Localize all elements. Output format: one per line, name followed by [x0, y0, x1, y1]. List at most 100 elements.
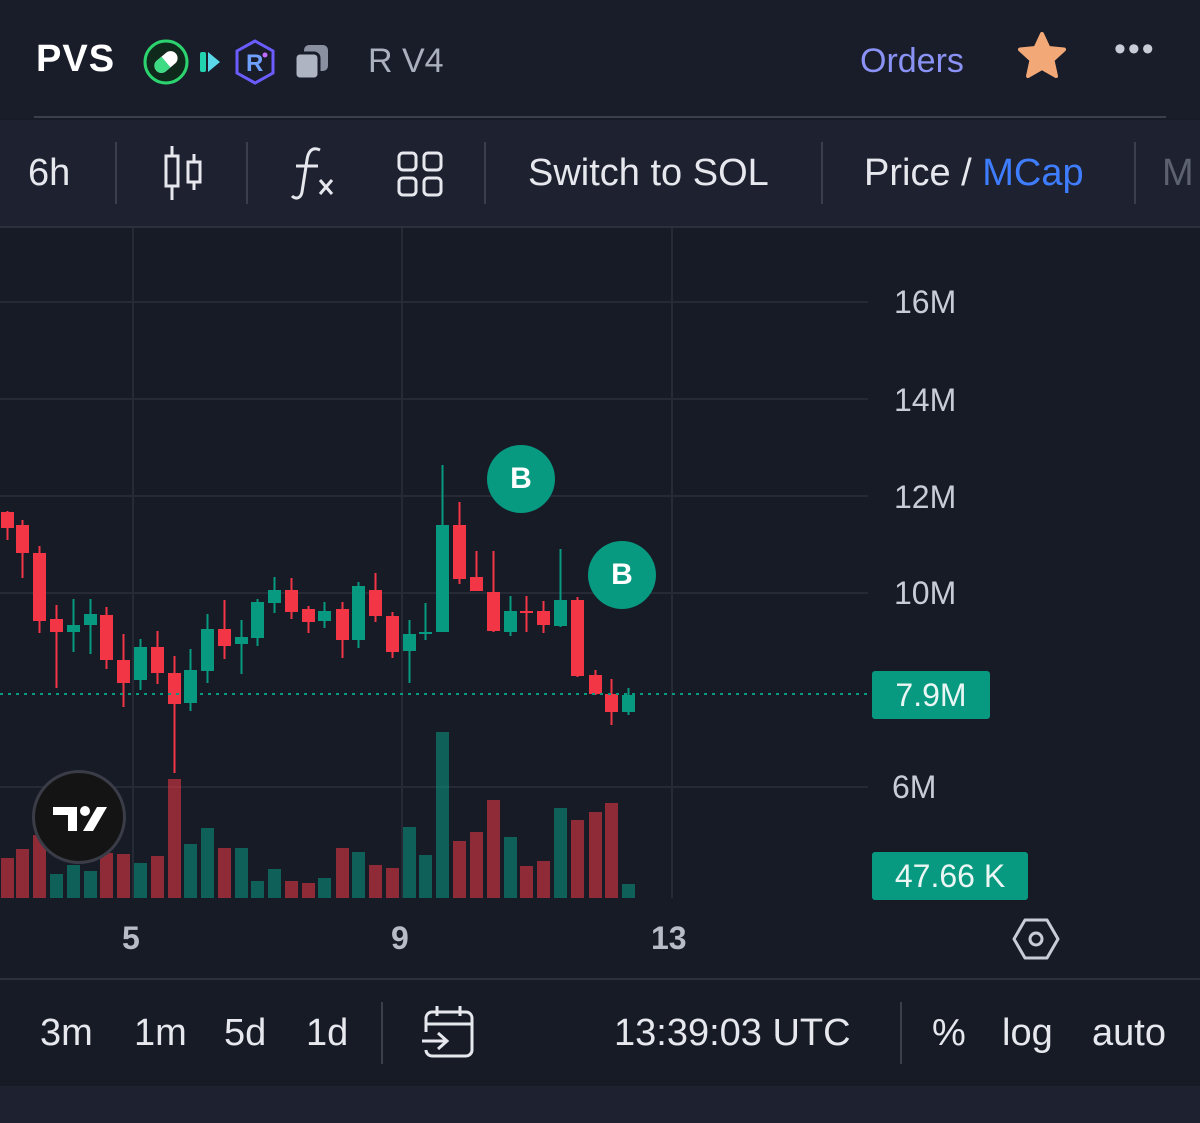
candlestick: [151, 631, 164, 684]
range-button[interactable]: 3m: [40, 1012, 93, 1054]
volume-bar: [1, 858, 14, 898]
volume-bar: [470, 832, 483, 898]
truncated-toolbar-item[interactable]: M: [1162, 152, 1194, 194]
raydium-icon[interactable]: R: [232, 38, 278, 91]
bottombar-divider: [381, 1002, 383, 1064]
volume-bar: [336, 848, 349, 898]
volume-bar: [436, 732, 449, 898]
interval-button[interactable]: 6h: [28, 152, 71, 194]
price-mcap-toggle[interactable]: Price / MCap: [864, 152, 1084, 195]
candlestick: [117, 634, 130, 707]
star-icon[interactable]: [1016, 30, 1068, 87]
volume-bar: [16, 849, 29, 898]
price-chart[interactable]: [0, 228, 1200, 978]
candlestick: [100, 607, 113, 669]
volume-bar: [487, 800, 500, 898]
volume-bar: [369, 865, 382, 898]
candlestick-icon[interactable]: [160, 144, 206, 207]
x-axis-label: 5: [122, 920, 140, 956]
candlestick: [285, 578, 298, 619]
volume-bar: [50, 874, 63, 898]
buy-marker[interactable]: B: [588, 541, 656, 609]
candlestick: [352, 582, 365, 648]
price-label: Price: [864, 152, 951, 194]
candlestick: [251, 599, 264, 646]
volume-bar: [168, 779, 181, 898]
volume-bar: [218, 848, 231, 898]
candlestick: [33, 546, 46, 633]
volume-bar: [201, 828, 214, 898]
candlestick: [168, 656, 181, 773]
footer-strip: [0, 1086, 1200, 1123]
chart-toolbar: 6h Switch to SOL Price / MCap M: [0, 120, 1200, 228]
volume-bar: [419, 855, 432, 898]
candlestick: [504, 596, 517, 636]
volume-bar: [251, 881, 264, 898]
current-price-badge: 7.9M: [872, 671, 990, 719]
svg-text:R: R: [246, 50, 263, 77]
volume-bar: [352, 852, 365, 898]
volume-bar: [33, 835, 46, 898]
candlestick: [386, 612, 399, 658]
volume-bar: [235, 848, 248, 898]
candlestick: [336, 602, 349, 658]
y-axis-label: 16M: [894, 284, 957, 320]
volume-bar: [285, 881, 298, 898]
tradingview-logo[interactable]: [32, 770, 126, 864]
candlestick: [218, 600, 231, 659]
toolbar-divider: [115, 142, 117, 204]
candlestick: [268, 577, 281, 613]
volume-bar: [622, 884, 635, 898]
candlestick: [302, 606, 315, 633]
pill-icon[interactable]: [142, 38, 190, 91]
y-axis-label: 10M: [894, 575, 957, 611]
percent-scale-toggle[interactable]: %: [932, 1012, 966, 1054]
switch-currency-button[interactable]: Switch to SOL: [528, 152, 769, 194]
settings-icon[interactable]: [1012, 916, 1060, 967]
candlestick: [16, 520, 29, 578]
more-icon[interactable]: •••: [1114, 30, 1156, 68]
candlestick: [67, 599, 80, 652]
candlestick: [184, 649, 197, 711]
candlestick: [605, 679, 618, 725]
candlestick: [134, 639, 147, 690]
y-axis-label: 12M: [894, 479, 957, 515]
candlestick: [554, 549, 567, 627]
range-button[interactable]: 5d: [224, 1012, 267, 1054]
play-icon[interactable]: [200, 48, 222, 81]
volume-bar: [67, 865, 80, 898]
candlestick: [419, 603, 432, 640]
volume-bar: [589, 812, 602, 898]
candlestick: [622, 688, 635, 715]
volume-bar: [520, 866, 533, 898]
candlestick: [589, 670, 602, 695]
volume-bar: [184, 844, 197, 898]
volume-bar: [571, 820, 584, 898]
toolbar-divider: [1134, 142, 1136, 204]
range-button[interactable]: 1m: [134, 1012, 187, 1054]
calendar-goto-icon[interactable]: [420, 1004, 476, 1065]
fx-icon[interactable]: [290, 144, 340, 207]
volume-bar: [318, 878, 331, 898]
bottombar-divider: [900, 1002, 902, 1064]
range-button[interactable]: 1d: [306, 1012, 349, 1054]
log-scale-toggle[interactable]: log: [1002, 1012, 1053, 1054]
candlestick: [369, 573, 382, 622]
volume-bar: [134, 863, 147, 898]
utc-clock[interactable]: 13:39:03 UTC: [614, 1012, 851, 1054]
candlestick: [571, 597, 584, 677]
copy-icon[interactable]: [292, 42, 332, 87]
mcap-label: MCap: [982, 152, 1084, 194]
orders-link[interactable]: Orders: [860, 42, 964, 80]
grid-icon[interactable]: [396, 150, 444, 203]
bottom-divider: [0, 978, 1200, 980]
candlestick: [318, 602, 331, 628]
token-ticker: PVS: [36, 38, 116, 80]
candlestick: [1, 511, 14, 540]
pool-label: R V4: [368, 42, 444, 80]
buy-marker[interactable]: B: [487, 445, 555, 513]
toggle-slash: /: [950, 152, 983, 194]
auto-scale-toggle[interactable]: auto: [1092, 1012, 1166, 1054]
y-axis-label: 6M: [892, 769, 937, 805]
candlestick: [84, 599, 97, 654]
